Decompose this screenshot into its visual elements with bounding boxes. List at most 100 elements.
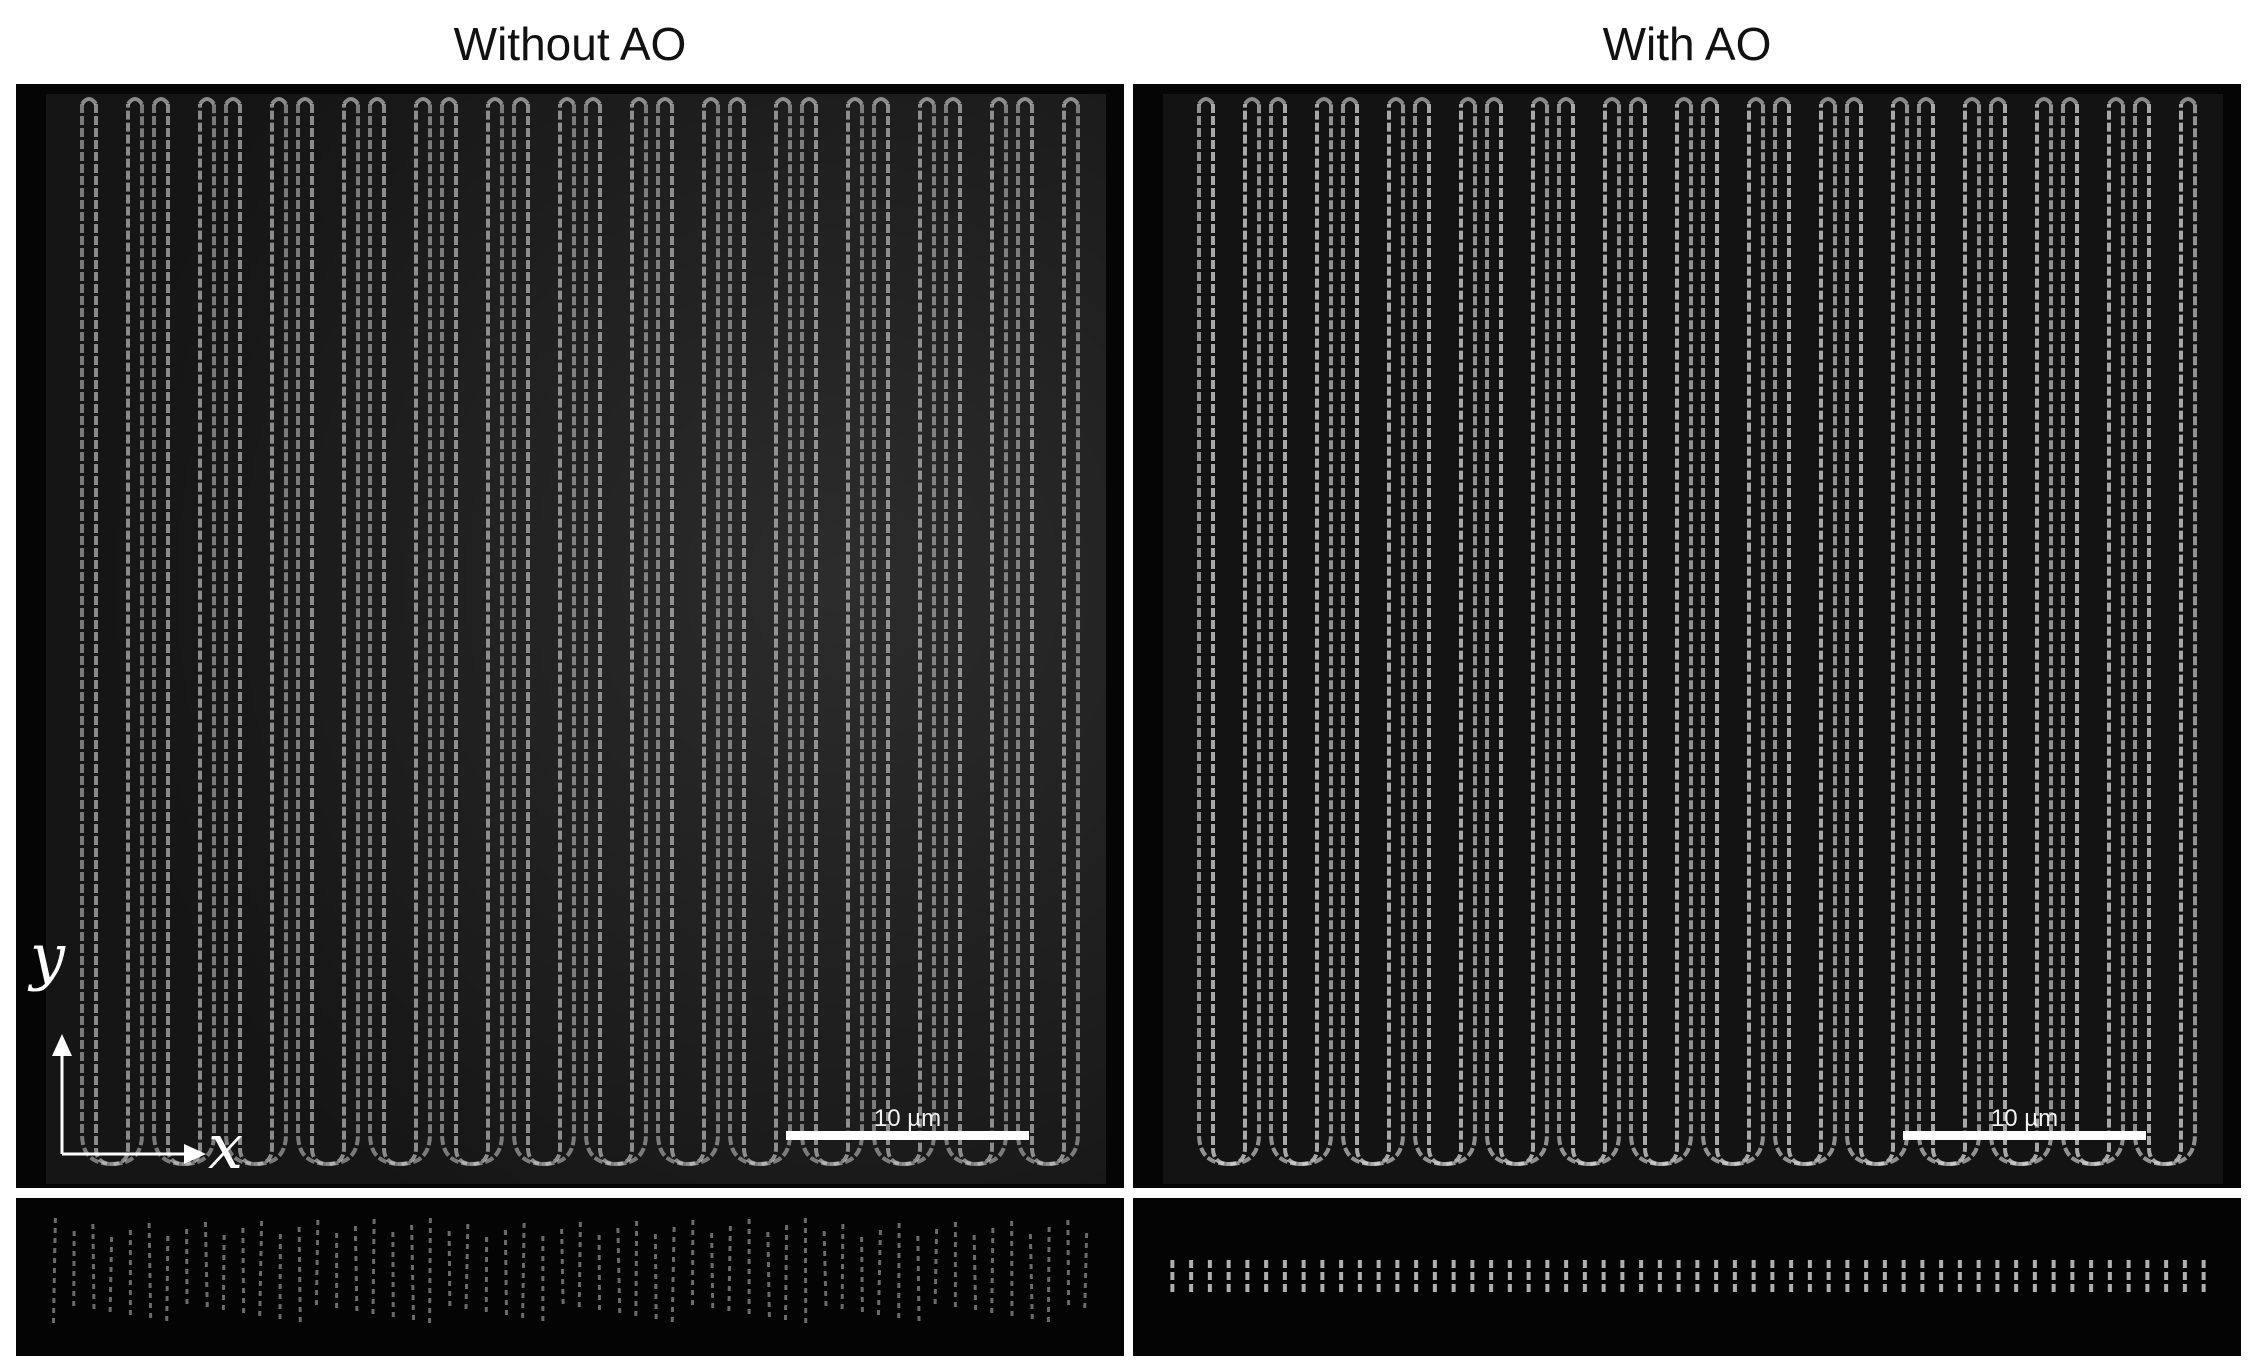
scalebar-right: 10 µm (1903, 1106, 2146, 1140)
stripe-group-right (1197, 97, 2197, 1167)
scalebar-bar-right (1903, 1131, 2146, 1140)
stripe-cap (584, 97, 648, 106)
xz-pattern-without-ao (16, 1198, 1124, 1356)
stripe-loop (238, 104, 274, 1167)
scalebar-left: 10 µm (786, 1106, 1029, 1140)
scalebar-label-left: 10 µm (873, 1105, 942, 1132)
stripe-cap (1989, 97, 2053, 106)
stripe-loop (526, 104, 562, 1167)
stripe-loop (2061, 104, 2125, 1167)
stripe-loop (454, 104, 490, 1167)
stripe-loop (1859, 104, 1895, 1167)
stripe-loop (2003, 104, 2039, 1167)
axis-label-y: y (30, 920, 66, 993)
title-with-ao: With AO (1602, 18, 1772, 70)
stripe-loop (598, 104, 634, 1167)
stripe-loop (1643, 104, 1679, 1167)
stripe-loop (382, 104, 418, 1167)
stripe-loop (1773, 104, 1837, 1167)
stripe-loop (800, 104, 864, 1167)
stripe-loop (872, 104, 936, 1167)
stripe-cap (80, 97, 144, 106)
image-without-ao: 10 µm y x (16, 84, 1124, 1188)
scalebar-label-right: 10 µm (1990, 1105, 2059, 1132)
stripe-loop (1917, 104, 1981, 1167)
stripe-cap (656, 97, 720, 106)
xz-dash (1083, 1232, 1089, 1314)
stripe-loop (1989, 104, 2053, 1167)
xz-pattern-with-ao (1133, 1198, 2241, 1356)
stripe-loop (2133, 104, 2197, 1167)
stripe-loop (1427, 104, 1463, 1167)
stripe-loop (1629, 104, 1693, 1167)
stripe-loop (1355, 104, 1391, 1167)
stripe-loop (1211, 104, 1247, 1167)
stripe-loop (1413, 104, 1477, 1167)
xz-dash (860, 1236, 864, 1318)
stripe-cap (1701, 97, 1765, 106)
stripe-loop (886, 104, 922, 1167)
stripe-loop (296, 104, 360, 1167)
xz-dash (221, 1234, 226, 1316)
xz-dash (560, 1228, 565, 1310)
xz-dash (297, 1226, 302, 1328)
stripe-loop (656, 104, 720, 1167)
stripe-cap (728, 97, 792, 106)
stripe-loop (1197, 104, 1261, 1167)
stripe-cap (1773, 97, 1837, 106)
stripe-loop (1845, 104, 1909, 1167)
stripe-loop (1557, 104, 1621, 1167)
stripe-loop (1030, 104, 1066, 1167)
stripe-cap (512, 97, 576, 106)
stripe-loop (742, 104, 778, 1167)
stripe-loop (1701, 104, 1765, 1167)
stripe-cap (1016, 97, 1080, 106)
title-without-ao: Without AO (453, 18, 687, 70)
xz-dash (521, 1222, 526, 1324)
stripe-loop (958, 104, 994, 1167)
stripe-loop (80, 104, 144, 1167)
stripe-loop (944, 104, 1008, 1167)
xz-dash (822, 1230, 828, 1312)
xz-section-with-ao (1133, 1198, 2241, 1356)
stripe-loop (670, 104, 706, 1167)
stripe-cap (224, 97, 288, 106)
axis-label-x: x (208, 1110, 243, 1183)
stripe-loop (584, 104, 648, 1167)
stripe-cap (152, 97, 216, 106)
xz-dash-group-left (51, 1217, 1089, 1329)
stripe-group-left (80, 97, 1080, 1167)
xz-dash (972, 1234, 978, 1316)
stripe-loop (1787, 104, 1823, 1167)
stripe-loop (1931, 104, 1967, 1167)
stripe-loop (814, 104, 850, 1167)
stripe-cap (1341, 97, 1405, 106)
stripe-loop (224, 104, 288, 1167)
xz-dash (670, 1226, 676, 1328)
stripe-cap (1845, 97, 1909, 106)
stripe-cap (1413, 97, 1477, 106)
scalebar-bar-left (786, 1131, 1029, 1140)
stripe-loop (440, 104, 504, 1167)
stripe-cap (872, 97, 936, 106)
stripe-loop (1715, 104, 1751, 1167)
stripe-loop (728, 104, 792, 1167)
xz-dash (933, 1228, 939, 1310)
stripe-cap (2133, 97, 2197, 106)
stripe-loop (368, 104, 432, 1167)
stripe-loop (1269, 104, 1333, 1167)
stripe-loop (152, 104, 216, 1167)
stripe-cap (440, 97, 504, 106)
xz-dash-group-right (1170, 1260, 2206, 1296)
stripe-cap (1485, 97, 1549, 106)
xz-dash (447, 1230, 452, 1312)
stripe-cap (1629, 97, 1693, 106)
xz-dash (783, 1224, 789, 1326)
stripes-with-ao (1133, 84, 2241, 1188)
stripe-cap (1269, 97, 1333, 106)
xz-dash (710, 1232, 715, 1314)
stripe-cap (800, 97, 864, 106)
stripe-loop (310, 104, 346, 1167)
xz-dash (147, 1222, 153, 1324)
stripe-loop (1283, 104, 1319, 1167)
